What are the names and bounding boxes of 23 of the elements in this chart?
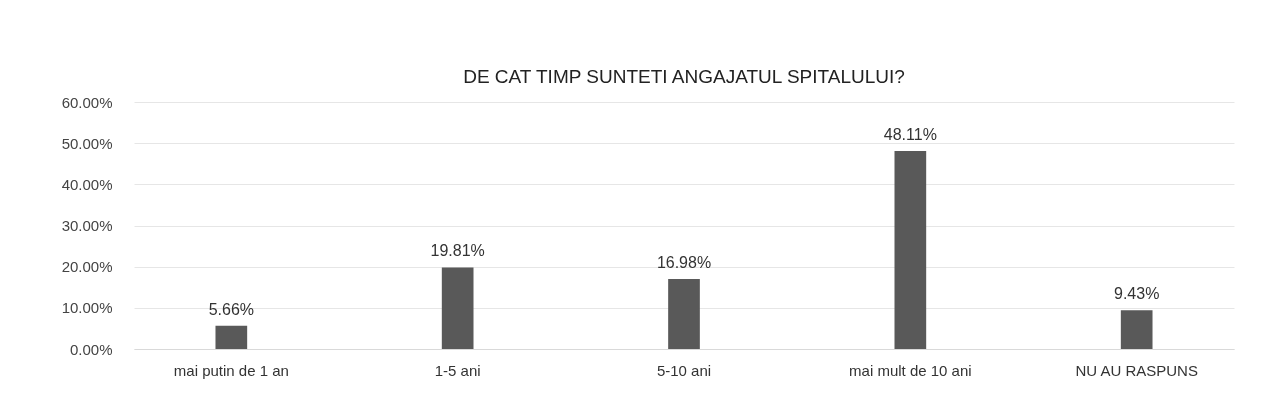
y-tick-label: 60.00% <box>61 93 113 111</box>
data-label: 16.98% <box>656 254 712 272</box>
bar <box>215 325 248 349</box>
data-label: 5.66% <box>208 300 255 318</box>
x-tick-label: mai mult de 10 ani <box>849 361 972 379</box>
data-label: 48.11% <box>883 125 937 143</box>
y-tick-label: 50.00% <box>61 134 113 152</box>
x-tick-label: mai putin de 1 an <box>173 361 289 379</box>
chart-title: DE CAT TIMP SUNTETI ANGAJATUL SPITALULUI? <box>463 66 905 87</box>
y-tick-label: 0.00% <box>69 340 113 358</box>
y-tick-label: 40.00% <box>61 175 113 193</box>
y-tick-label: 10.00% <box>61 299 113 317</box>
bar <box>668 279 700 349</box>
bar <box>1120 310 1153 349</box>
x-tick-label: 1-5 ani <box>434 361 481 379</box>
bar <box>894 150 927 349</box>
data-label: 19.81% <box>430 242 485 260</box>
y-tick-label: 30.00% <box>61 217 113 234</box>
y-tick-label: 20.00% <box>61 258 113 276</box>
bar <box>441 267 474 349</box>
data-label: 9.43% <box>1113 285 1160 303</box>
x-tick-label: 5-10 ani <box>656 361 712 379</box>
x-tick-label: NU AU RASPUNS <box>1075 361 1198 379</box>
